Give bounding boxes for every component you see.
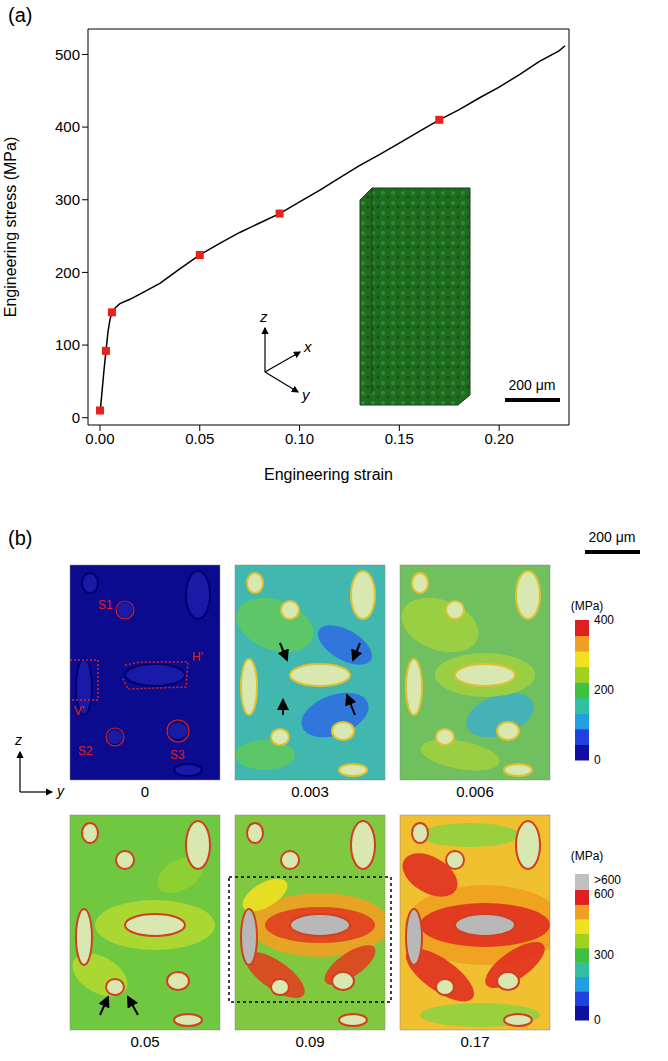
- svg-text:x: x: [303, 338, 312, 355]
- html-text:(a): (a): [8, 4, 33, 26]
- svg-text:0: 0: [594, 1013, 601, 1027]
- svg-text:600: 600: [594, 887, 614, 901]
- svg-text:200 μm: 200 μm: [589, 529, 636, 545]
- svg-text:0: 0: [141, 783, 149, 800]
- svg-text:0.17: 0.17: [460, 1033, 489, 1050]
- svg-text:(b): (b): [8, 527, 32, 549]
- svg-text:0.10: 0.10: [285, 430, 314, 447]
- svg-text:100: 100: [55, 336, 80, 353]
- svg-text:Engineering stress (MPa): Engineering stress (MPa): [2, 137, 19, 318]
- svg-text:S1: S1: [98, 598, 113, 612]
- svg-text:H': H': [192, 650, 203, 664]
- svg-text:(MPa): (MPa): [571, 849, 604, 863]
- svg-text:400: 400: [594, 613, 614, 627]
- svg-text:y: y: [301, 386, 311, 403]
- svg-text:0.003: 0.003: [291, 783, 329, 800]
- svg-text:0.20: 0.20: [485, 430, 514, 447]
- svg-text:200: 200: [594, 683, 614, 697]
- svg-text:400: 400: [55, 118, 80, 135]
- svg-text:200: 200: [55, 264, 80, 281]
- svg-text:0.05: 0.05: [130, 1033, 159, 1050]
- svg-text:0.09: 0.09: [295, 1033, 324, 1050]
- svg-text:0: 0: [72, 409, 80, 426]
- svg-text:Engineering strain: Engineering strain: [264, 466, 393, 483]
- svg-text:300: 300: [594, 948, 614, 962]
- svg-text:(MPa): (MPa): [571, 599, 604, 613]
- svg-text:S2: S2: [78, 744, 93, 758]
- svg-text:z: z: [259, 308, 268, 325]
- svg-text:0: 0: [594, 753, 601, 767]
- svg-text:500: 500: [55, 46, 80, 63]
- svg-text:z: z: [14, 732, 22, 748]
- svg-text:0.15: 0.15: [385, 430, 414, 447]
- svg-text:300: 300: [55, 191, 80, 208]
- svg-text:y: y: [56, 783, 65, 799]
- svg-text:0.00: 0.00: [85, 430, 114, 447]
- svg-text:>600: >600: [594, 873, 621, 887]
- svg-text:200 μm: 200 μm: [509, 377, 556, 393]
- svg-text:V': V': [74, 704, 84, 718]
- svg-text:S3: S3: [170, 748, 185, 762]
- svg-text:0.05: 0.05: [185, 430, 214, 447]
- svg-text:0.006: 0.006: [456, 783, 494, 800]
